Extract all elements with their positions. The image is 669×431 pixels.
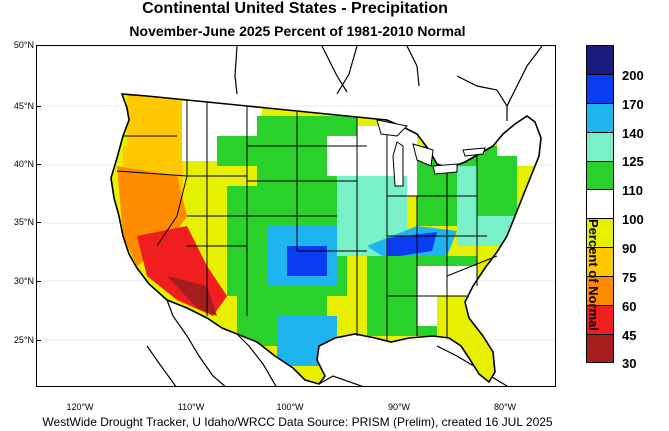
conus-outline [110, 93, 542, 385]
legend-swatch-90 [586, 247, 614, 277]
legend-title: Percent of Normal [586, 219, 601, 331]
lon-label-120: 120°W [66, 402, 94, 412]
lon-label-110: 110°W [177, 402, 205, 412]
legend-swatch-100 [586, 218, 614, 248]
tick-lat-50 [36, 45, 41, 46]
legend-swatch-60 [586, 305, 614, 334]
legend-label-125: 125 [622, 154, 644, 169]
lon-label-90: 90°W [387, 402, 411, 412]
tick-lat-35 [36, 222, 41, 223]
great-lakes [376, 119, 486, 187]
legend-label-90: 90 [622, 241, 637, 256]
tick-lat-25 [36, 340, 41, 341]
lon-label-80: 80°W [493, 402, 517, 412]
lat-label-35: 35°N [13, 217, 34, 227]
legend-swatch-30 [586, 333, 614, 363]
state-borders [116, 100, 498, 341]
lat-label-50: 50°N [13, 40, 34, 50]
tick-lat-40 [36, 164, 41, 165]
legend-swatch-200plus [586, 45, 614, 74]
legend-swatch-75 [586, 276, 614, 306]
legend-label-170: 170 [622, 97, 644, 112]
lat-label-25: 25°N [13, 335, 34, 345]
map-svg [37, 46, 555, 386]
legend-label-30: 30 [622, 356, 637, 371]
tick-lat-30 [36, 281, 41, 282]
legend-label-200: 200 [622, 68, 644, 83]
lat-label-40: 40°N [13, 159, 34, 169]
legend-swatch-140 [586, 131, 614, 161]
legend-swatch-200 [586, 73, 614, 103]
legend-color-bar [586, 45, 614, 363]
legend-swatch-170 [586, 102, 614, 132]
source-footer: WestWide Drought Tracker, U Idaho/WRCC D… [42, 415, 553, 429]
legend-swatch-110 [586, 189, 614, 219]
neighbor-borders [146, 46, 543, 386]
precipitation-map [36, 45, 556, 387]
legend-swatch-125 [586, 160, 614, 190]
lon-label-100: 100°W [276, 402, 304, 412]
lat-label-30: 30°N [13, 276, 34, 286]
tick-lat-45 [36, 106, 41, 107]
map-subtitle: November-June 2025 Percent of 1981-2010 … [129, 23, 466, 39]
legend-label-45: 45 [622, 328, 637, 343]
legend-label-110: 110 [622, 183, 643, 198]
legend-label-75: 75 [622, 270, 637, 285]
lat-label-45: 45°N [13, 101, 34, 111]
map-title: Continental United States - Precipitatio… [142, 0, 448, 17]
legend-label-100: 100 [622, 212, 644, 227]
legend-label-60: 60 [622, 299, 637, 314]
legend-label-140: 140 [622, 126, 644, 141]
